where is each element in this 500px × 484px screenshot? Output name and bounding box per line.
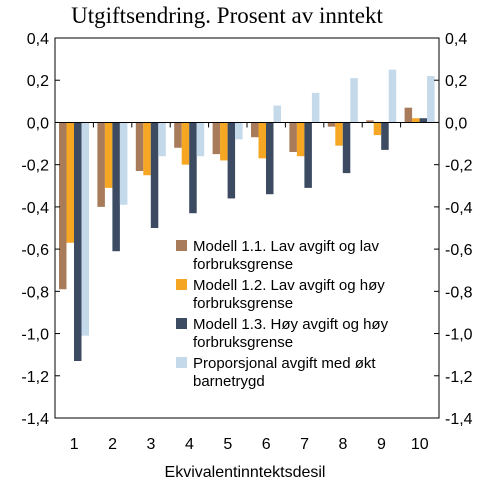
bar-series-4-cat-9 [388, 69, 397, 123]
bar-series-4-cat-10 [427, 76, 435, 123]
bars-layer [59, 69, 435, 361]
bar-series-3-cat-2 [112, 122, 120, 252]
y-tick-label-right: -1,0 [445, 327, 473, 344]
x-tick-label: 6 [262, 436, 271, 453]
y-tick-label-left: -1,0 [21, 327, 49, 344]
bar-series-1-cat-9 [366, 120, 374, 123]
bar-series-2-cat-3 [143, 122, 151, 176]
x-tick-label: 10 [411, 436, 429, 453]
y-tick-label-right: 0,2 [445, 73, 467, 90]
bar-series-1-cat-6 [251, 122, 259, 138]
x-tick-label: 9 [377, 436, 386, 453]
bar-series-3-cat-9 [381, 122, 389, 150]
bar-series-2-cat-9 [373, 122, 382, 136]
y-tick-label-right: -0,6 [445, 242, 473, 259]
x-tick-label: 8 [339, 436, 348, 453]
legend-swatch-4 [176, 357, 187, 368]
bar-series-2-cat-10 [412, 118, 420, 123]
bar-series-4-cat-2 [119, 122, 128, 205]
bar-series-2-cat-1 [66, 122, 74, 243]
bar-series-2-cat-2 [104, 122, 113, 188]
bar-series-4-cat-6 [273, 105, 281, 123]
bar-series-4-cat-8 [350, 78, 358, 123]
legend-label-1: Modell 1.1. Lav avgift og lav [193, 238, 379, 255]
bar-series-1-cat-4 [174, 122, 182, 148]
bar-series-1-cat-10 [404, 107, 413, 123]
x-tick-label: 1 [70, 436, 79, 453]
chart-title: Utgiftsendring. Prosent av inntekt [71, 3, 383, 28]
x-tick-label: 7 [300, 436, 309, 453]
legend-label-2: forbruksgrense [193, 295, 293, 312]
bar-series-1-cat-7 [289, 122, 297, 152]
y-tick-label-left: -1,2 [21, 369, 49, 386]
legend-swatch-3 [176, 318, 187, 329]
y-tick-label-right: -0,4 [445, 200, 473, 217]
bar-series-2-cat-6 [258, 122, 266, 159]
y-tick-label-left: -0,6 [21, 242, 49, 259]
y-tick-label-left: 0,2 [27, 73, 49, 90]
y-tick-label-right: -0,2 [445, 158, 473, 175]
bar-series-3-cat-5 [227, 122, 236, 199]
y-tick-label-right: -1,4 [445, 411, 473, 428]
bar-series-4-cat-3 [158, 122, 166, 157]
bar-series-2-cat-4 [181, 122, 190, 165]
legend-label-4: barnetrygd [193, 373, 265, 390]
y-tick-label-left: -0,4 [21, 200, 49, 217]
legend-swatch-1 [176, 240, 187, 251]
axes-layer: 0,4 0,4 0,2 0,2 0,0 0,0 -0,2 -0,2 -0,4 -0,4 -0,6 -0… [21, 31, 472, 453]
y-tick-label-right: 0,0 [445, 115, 467, 132]
x-axis-label: Ekvivalentinntektsdesil [165, 464, 326, 481]
bar-series-4-cat-7 [311, 92, 320, 123]
legend-label-4: Proporsjonal avgift med økt [193, 355, 376, 372]
x-tick-label: 5 [223, 436, 232, 453]
bar-series-3-cat-3 [150, 122, 159, 228]
bar-series-4-cat-4 [196, 122, 205, 157]
bar-series-4-cat-5 [235, 122, 243, 140]
y-tick-label-left: 0,0 [27, 115, 49, 132]
legend-label-2: Modell 1.2. Lav avgift og høy [193, 277, 385, 294]
bar-series-2-cat-8 [335, 122, 343, 146]
bar-series-2-cat-7 [296, 122, 305, 157]
bar-series-4-cat-1 [81, 122, 89, 336]
bar-series-3-cat-7 [304, 122, 312, 188]
y-tick-label-left: -0,2 [21, 158, 49, 175]
x-tick-label: 2 [108, 436, 117, 453]
x-tick-label: 4 [185, 436, 194, 453]
bar-series-3-cat-1 [74, 122, 82, 361]
bar-series-3-cat-6 [266, 122, 274, 195]
y-tick-label-left: -1,4 [21, 411, 49, 428]
y-tick-label-right: -0,8 [445, 284, 473, 301]
bar-series-1-cat-1 [59, 122, 67, 290]
legend-label-1: forbruksgrense [193, 256, 293, 273]
bar-series-1-cat-3 [135, 122, 144, 171]
bar-series-1-cat-5 [212, 122, 221, 155]
legend-label-3: forbruksgrense [193, 334, 293, 351]
y-tick-label-right: 0,4 [445, 31, 467, 48]
bar-series-3-cat-4 [189, 122, 197, 214]
x-tick-label: 3 [147, 436, 156, 453]
bar-series-2-cat-5 [220, 122, 228, 161]
bar-series-3-cat-8 [342, 122, 351, 174]
plot-frame [54, 37, 440, 419]
y-tick-label-right: -1,2 [445, 369, 473, 386]
y-tick-label-left: -0,8 [21, 284, 49, 301]
bar-series-3-cat-10 [419, 118, 428, 123]
legend: Modell 1.1. Lav avgift og lavforbruksgre… [176, 238, 389, 390]
legend-swatch-2 [176, 279, 187, 290]
y-tick-label-left: 0,4 [27, 31, 49, 48]
bar-series-1-cat-8 [327, 122, 336, 127]
bar-series-1-cat-2 [97, 122, 105, 207]
legend-label-3: Modell 1.3. Høy avgift og høy [193, 316, 389, 333]
